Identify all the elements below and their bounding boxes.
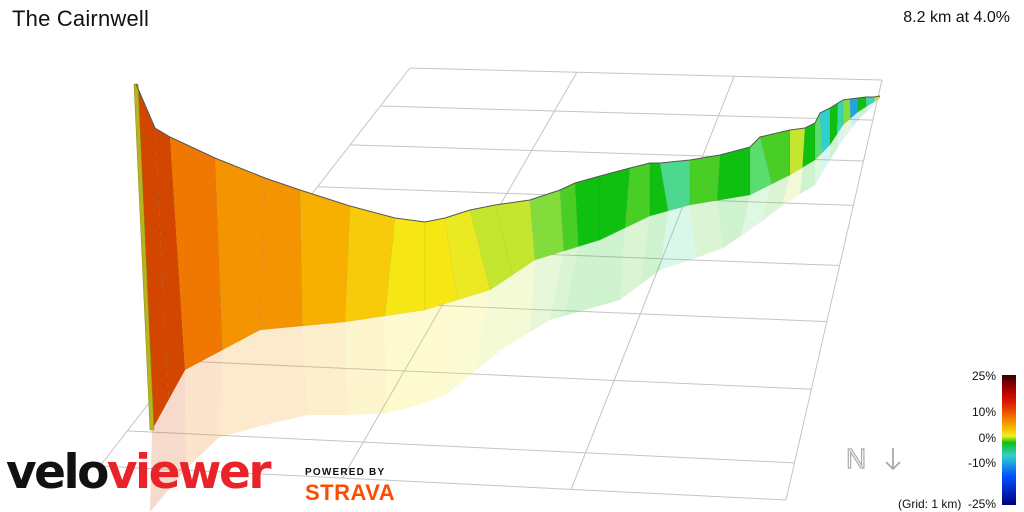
grid-scale-note: (Grid: 1 km): [898, 497, 962, 511]
shadow-segment: [168, 370, 186, 491]
shadow-segment: [858, 106, 868, 119]
legend-tick-25: 25%: [972, 369, 996, 383]
shadow-segment: [837, 125, 845, 148]
legend-tick-minus10: -10%: [968, 456, 996, 470]
grid-line: [380, 105, 873, 121]
shadow-segment: [640, 211, 669, 285]
profile-segment: [529, 189, 565, 261]
profile-segment: [689, 154, 721, 206]
shadow-segment: [843, 118, 852, 138]
shadow-segment: [585, 228, 625, 310]
legend-color-bar: [1002, 375, 1016, 505]
profile-segment: [574, 175, 601, 247]
shadow-segment: [874, 98, 880, 104]
gradient-legend: 25% 10% 0% -10% -25%: [968, 369, 1016, 511]
shadow-segment: [302, 322, 348, 415]
shadow-segment: [850, 112, 860, 128]
grid-line: [570, 76, 735, 490]
powered-by-label: POWERED BY: [305, 467, 386, 478]
profile-segment: [717, 146, 751, 201]
shadow-segment: [345, 316, 386, 415]
strava-logo: STRAVA: [305, 480, 396, 505]
shadow-segment: [717, 195, 750, 248]
shadow-segment: [550, 246, 579, 320]
shadow-segment: [866, 101, 876, 111]
profile-top-line: [135, 83, 881, 223]
shadow-segment: [564, 240, 600, 316]
profile-segment: [299, 189, 351, 327]
profile-shadow: [150, 98, 880, 512]
segment-summary: 8.2 km at 4.0%: [903, 9, 1010, 26]
shadow-segment: [800, 160, 815, 194]
shadow-segment: [150, 400, 169, 512]
grid-line: [127, 430, 795, 464]
shadow-segment: [620, 216, 650, 300]
profile-segment: [214, 157, 266, 351]
profile-wall: [133, 83, 881, 431]
grid-line: [785, 79, 883, 501]
shadow-segment: [782, 167, 803, 206]
veloviewer-logo: veloviewer: [6, 445, 272, 500]
shadow-segment: [416, 300, 458, 406]
legend-tick-minus25: -25%: [968, 497, 996, 511]
shadow-segment: [385, 310, 425, 414]
profile-start-edge: [133, 83, 155, 431]
shadow-segment: [219, 330, 264, 438]
shadow-segment: [762, 175, 790, 221]
grid-line: [99, 465, 787, 501]
shadow-segment: [741, 184, 772, 236]
shadow-segment: [660, 205, 696, 270]
shadow-segment: [830, 134, 838, 160]
shadow-segment: [185, 350, 223, 469]
shadow-segment: [446, 290, 490, 395]
segment-title: The Cairnwell: [12, 6, 150, 31]
shadow-segment: [822, 145, 830, 173]
shadow-segment: [690, 200, 723, 258]
compass: N: [845, 442, 901, 475]
compass-north-label: N: [846, 443, 866, 474]
shadow-segment: [530, 251, 564, 332]
profile-segment: [259, 177, 303, 331]
down-arrow-icon: [885, 448, 901, 471]
shadow-segment: [505, 260, 535, 347]
legend-tick-10: 10%: [972, 405, 996, 419]
legend-tick-0: 0%: [979, 431, 997, 445]
shadow-segment: [476, 275, 513, 370]
grid-line: [181, 360, 812, 390]
grid-line: [409, 67, 883, 81]
shadow-segment: [260, 326, 308, 425]
shadow-segment: [815, 152, 823, 185]
